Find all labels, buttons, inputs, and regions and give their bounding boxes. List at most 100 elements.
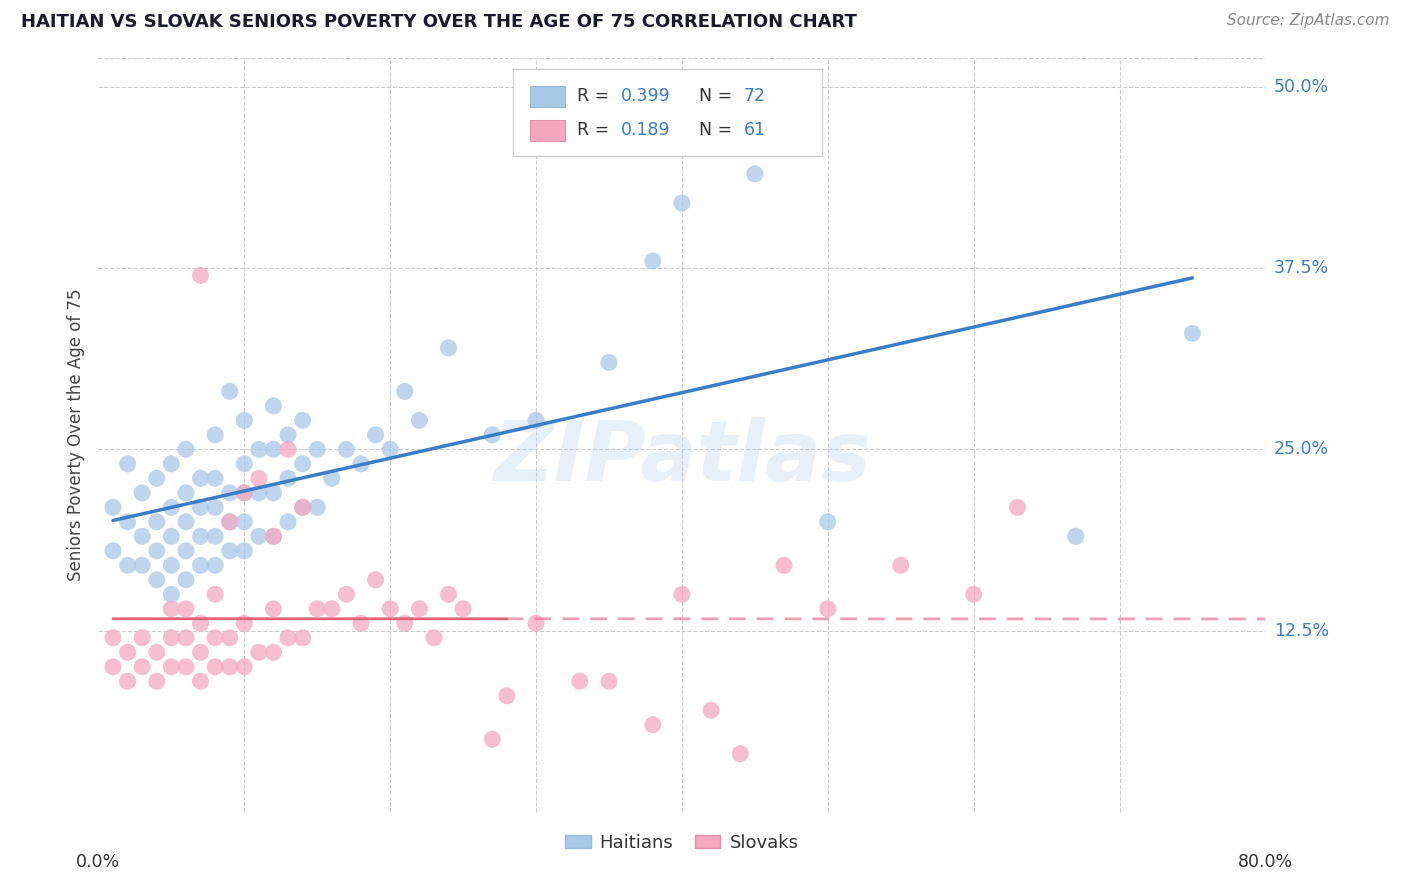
Point xyxy=(233,544,256,558)
Point xyxy=(262,485,284,500)
Text: 12.5%: 12.5% xyxy=(1274,622,1329,640)
Point xyxy=(218,515,240,529)
Point xyxy=(131,631,153,645)
Point xyxy=(174,602,197,616)
Point xyxy=(204,428,226,442)
Point xyxy=(131,529,153,543)
Point xyxy=(233,457,256,471)
Point xyxy=(101,660,124,674)
Point xyxy=(101,631,124,645)
Point xyxy=(744,167,766,181)
Point xyxy=(598,674,620,689)
Point xyxy=(190,616,212,631)
Y-axis label: Seniors Poverty Over the Age of 75: Seniors Poverty Over the Age of 75 xyxy=(66,289,84,581)
Point xyxy=(233,485,256,500)
Text: 50.0%: 50.0% xyxy=(1274,78,1329,96)
Point xyxy=(190,529,212,543)
Point xyxy=(481,428,503,442)
Point xyxy=(233,660,256,674)
Point xyxy=(146,471,169,485)
Point xyxy=(174,515,197,529)
Point xyxy=(174,442,197,457)
Text: 0.399: 0.399 xyxy=(621,87,671,105)
Text: 0.0%: 0.0% xyxy=(76,853,121,871)
Point xyxy=(350,457,373,471)
Point xyxy=(364,573,387,587)
Point xyxy=(204,587,226,601)
Point xyxy=(160,660,183,674)
Point xyxy=(218,485,240,500)
Text: Source: ZipAtlas.com: Source: ZipAtlas.com xyxy=(1226,13,1389,29)
Point xyxy=(321,602,343,616)
Point xyxy=(160,457,183,471)
Text: HAITIAN VS SLOVAK SENIORS POVERTY OVER THE AGE OF 75 CORRELATION CHART: HAITIAN VS SLOVAK SENIORS POVERTY OVER T… xyxy=(21,13,858,31)
Point xyxy=(307,602,329,616)
Point xyxy=(117,558,139,573)
Point xyxy=(291,631,314,645)
Point xyxy=(437,341,460,355)
Point xyxy=(174,544,197,558)
Point xyxy=(962,587,984,601)
Point xyxy=(233,616,256,631)
Point xyxy=(671,587,693,601)
Point xyxy=(131,485,153,500)
FancyBboxPatch shape xyxy=(530,86,565,107)
Point xyxy=(247,485,270,500)
Point xyxy=(146,674,169,689)
Point xyxy=(146,544,169,558)
Point xyxy=(174,485,197,500)
Point xyxy=(1064,529,1087,543)
Point xyxy=(321,471,343,485)
Point xyxy=(262,442,284,457)
Point xyxy=(277,631,299,645)
Point xyxy=(380,602,402,616)
Text: 37.5%: 37.5% xyxy=(1274,260,1329,277)
Point xyxy=(598,355,620,369)
Point xyxy=(204,471,226,485)
Point xyxy=(277,515,299,529)
Point xyxy=(117,515,139,529)
Point xyxy=(817,515,839,529)
FancyBboxPatch shape xyxy=(530,120,565,141)
Point xyxy=(730,747,752,761)
Text: 72: 72 xyxy=(744,87,766,105)
Point xyxy=(423,631,446,645)
Point xyxy=(190,674,212,689)
Point xyxy=(277,442,299,457)
Point xyxy=(524,413,547,427)
Point xyxy=(101,500,124,515)
Point xyxy=(131,558,153,573)
Point xyxy=(218,544,240,558)
Point xyxy=(160,529,183,543)
Point xyxy=(204,529,226,543)
Point xyxy=(307,442,329,457)
Point xyxy=(277,428,299,442)
Point xyxy=(146,515,169,529)
Point xyxy=(291,457,314,471)
Point xyxy=(146,645,169,659)
Point xyxy=(146,573,169,587)
Point xyxy=(218,660,240,674)
Point xyxy=(451,602,474,616)
Point xyxy=(890,558,912,573)
Legend: Haitians, Slovaks: Haitians, Slovaks xyxy=(558,827,806,859)
Point xyxy=(218,515,240,529)
Point xyxy=(496,689,519,703)
Point xyxy=(335,442,357,457)
Point xyxy=(218,384,240,399)
Point xyxy=(262,399,284,413)
Point xyxy=(817,602,839,616)
Point xyxy=(408,413,430,427)
Point xyxy=(190,268,212,283)
Point xyxy=(190,500,212,515)
Text: R =: R = xyxy=(576,121,614,139)
Point xyxy=(233,515,256,529)
Point xyxy=(1181,326,1204,341)
Point xyxy=(174,573,197,587)
Point xyxy=(160,558,183,573)
Text: R =: R = xyxy=(576,87,614,105)
Point xyxy=(408,602,430,616)
Point xyxy=(190,645,212,659)
Text: 0.189: 0.189 xyxy=(621,121,671,139)
Point xyxy=(204,500,226,515)
